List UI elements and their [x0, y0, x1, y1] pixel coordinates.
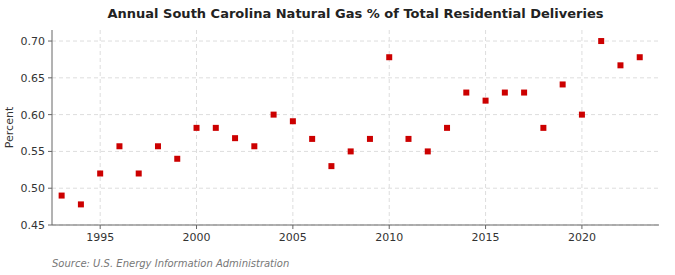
point — [328, 163, 334, 169]
y-grid-line — [52, 151, 659, 152]
y-tick-label: 0.60 — [21, 109, 46, 122]
y-grid-line — [52, 114, 659, 115]
point — [116, 143, 122, 149]
point — [155, 143, 161, 149]
y-axis-line — [52, 30, 53, 225]
point — [213, 125, 219, 131]
x-tick — [196, 225, 197, 229]
point — [637, 54, 643, 60]
point — [405, 136, 411, 142]
x-grid-line — [485, 30, 486, 225]
x-tick — [485, 225, 486, 229]
title: Annual South Carolina Natural Gas % of T… — [108, 6, 604, 21]
point — [309, 136, 315, 142]
x-tick-label: 2010 — [375, 231, 403, 244]
point — [136, 170, 142, 176]
point — [598, 38, 604, 44]
grid — [52, 30, 659, 225]
background — [0, 0, 675, 275]
y-grid-line — [52, 188, 659, 189]
y-tick-label: 0.70 — [21, 35, 46, 48]
x-tick-label: 2000 — [183, 231, 211, 244]
y-grid-line — [52, 225, 659, 226]
point — [174, 156, 180, 162]
y-tick — [48, 41, 52, 42]
point — [521, 90, 527, 96]
y-tick — [48, 114, 52, 115]
x-tick — [389, 225, 390, 229]
point — [617, 62, 623, 68]
point — [194, 125, 200, 131]
point — [425, 148, 431, 154]
point — [290, 118, 296, 124]
x-tick — [581, 225, 582, 229]
point — [483, 98, 489, 104]
point — [78, 201, 84, 207]
point — [560, 81, 566, 87]
y-grid-line — [52, 77, 659, 78]
point — [59, 193, 65, 199]
point — [444, 125, 450, 131]
point — [232, 135, 238, 141]
point — [97, 170, 103, 176]
point — [251, 143, 257, 149]
x-tick — [292, 225, 293, 229]
y-tick — [48, 77, 52, 78]
y-tick — [48, 225, 52, 226]
x-grid-line — [100, 30, 101, 225]
point — [579, 112, 585, 118]
chart: 0.45 0.50 0.55 0.60 0.65 0.70 1995 2000 2005 2010… — [0, 0, 675, 275]
x-tick-label: 2005 — [279, 231, 307, 244]
point — [348, 148, 354, 154]
x-tick-label: 2020 — [568, 231, 596, 244]
point — [271, 112, 277, 118]
y-grid-line — [52, 41, 659, 42]
x-grid-line — [292, 30, 293, 225]
y-tick-label: 0.45 — [21, 219, 46, 232]
annotation: Source: U.S. Energy Information Administ… — [52, 258, 289, 269]
point — [540, 125, 546, 131]
y-tick-label: 0.65 — [21, 72, 46, 85]
y-tick — [48, 151, 52, 152]
y-tick-label: 0.50 — [21, 182, 46, 195]
point — [367, 136, 373, 142]
x-axis-line — [52, 225, 659, 226]
x-tick — [100, 225, 101, 229]
x-tick-label: 1995 — [86, 231, 114, 244]
x-tick-label: 2015 — [472, 231, 500, 244]
y-axis-label: Percent — [3, 106, 16, 148]
points — [59, 38, 643, 207]
point — [463, 90, 469, 96]
point — [386, 54, 392, 60]
y-tick-label: 0.55 — [21, 145, 46, 158]
point — [502, 90, 508, 96]
x-grid-line — [581, 30, 582, 225]
y-tick — [48, 188, 52, 189]
